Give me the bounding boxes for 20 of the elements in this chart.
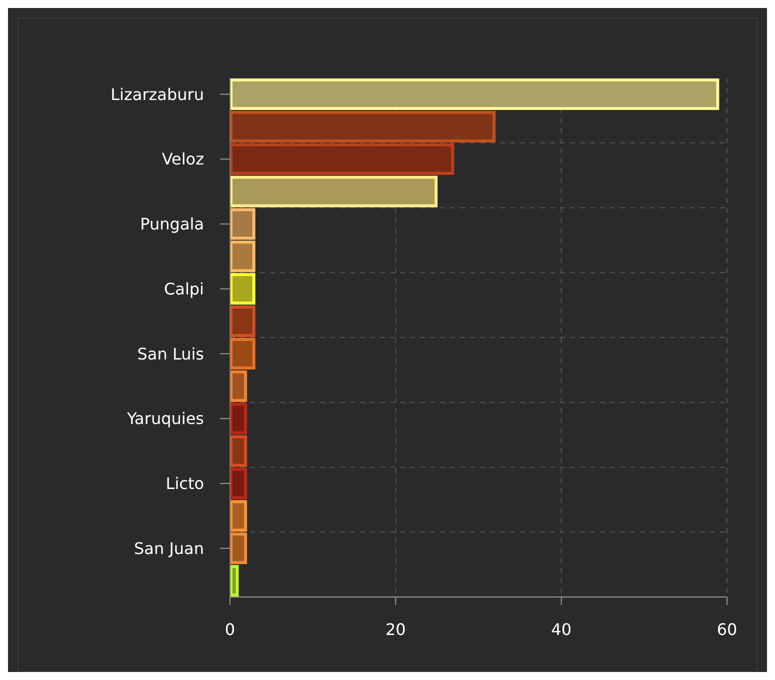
bar [230, 435, 248, 467]
bar [230, 468, 248, 500]
bar [230, 306, 256, 338]
y-tick-label: Lizarzaburu [110, 84, 204, 104]
x-tick-label: 0 [224, 620, 236, 639]
y-tick-label: Yaruquies [126, 409, 204, 428]
y-tick-label: Licto [166, 474, 204, 494]
bar [230, 565, 239, 597]
y-tick-label: Calpi [164, 279, 204, 298]
x-tick-label: 40 [551, 620, 572, 639]
y-tick-label: Veloz [162, 150, 204, 169]
x-tick-label: 60 [716, 620, 738, 639]
bar [230, 402, 248, 434]
bar [230, 176, 438, 208]
x-tick-label: 20 [385, 620, 406, 639]
y-tick-label: San Juan [134, 538, 204, 558]
y-tick-label: San Luis [137, 344, 204, 364]
bar [230, 273, 256, 305]
y-tick-label: Pungala [140, 214, 204, 234]
bar [230, 78, 720, 110]
